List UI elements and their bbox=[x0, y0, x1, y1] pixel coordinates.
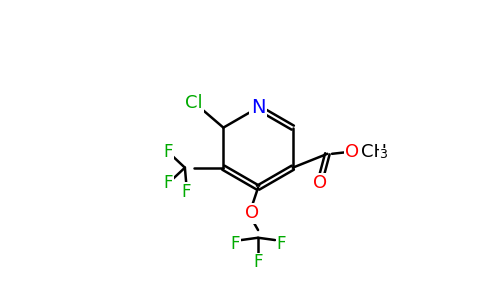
Text: F: F bbox=[230, 235, 240, 253]
Text: F: F bbox=[182, 183, 191, 201]
Text: F: F bbox=[163, 143, 173, 161]
Text: F: F bbox=[276, 235, 286, 253]
Text: Cl: Cl bbox=[185, 94, 203, 112]
Text: CH: CH bbox=[361, 142, 387, 160]
Text: O: O bbox=[345, 143, 359, 161]
Text: F: F bbox=[163, 174, 173, 192]
Text: O: O bbox=[245, 204, 259, 222]
Text: F: F bbox=[253, 254, 263, 272]
Text: 3: 3 bbox=[379, 148, 387, 161]
Text: O: O bbox=[313, 174, 327, 192]
Text: N: N bbox=[251, 98, 265, 117]
